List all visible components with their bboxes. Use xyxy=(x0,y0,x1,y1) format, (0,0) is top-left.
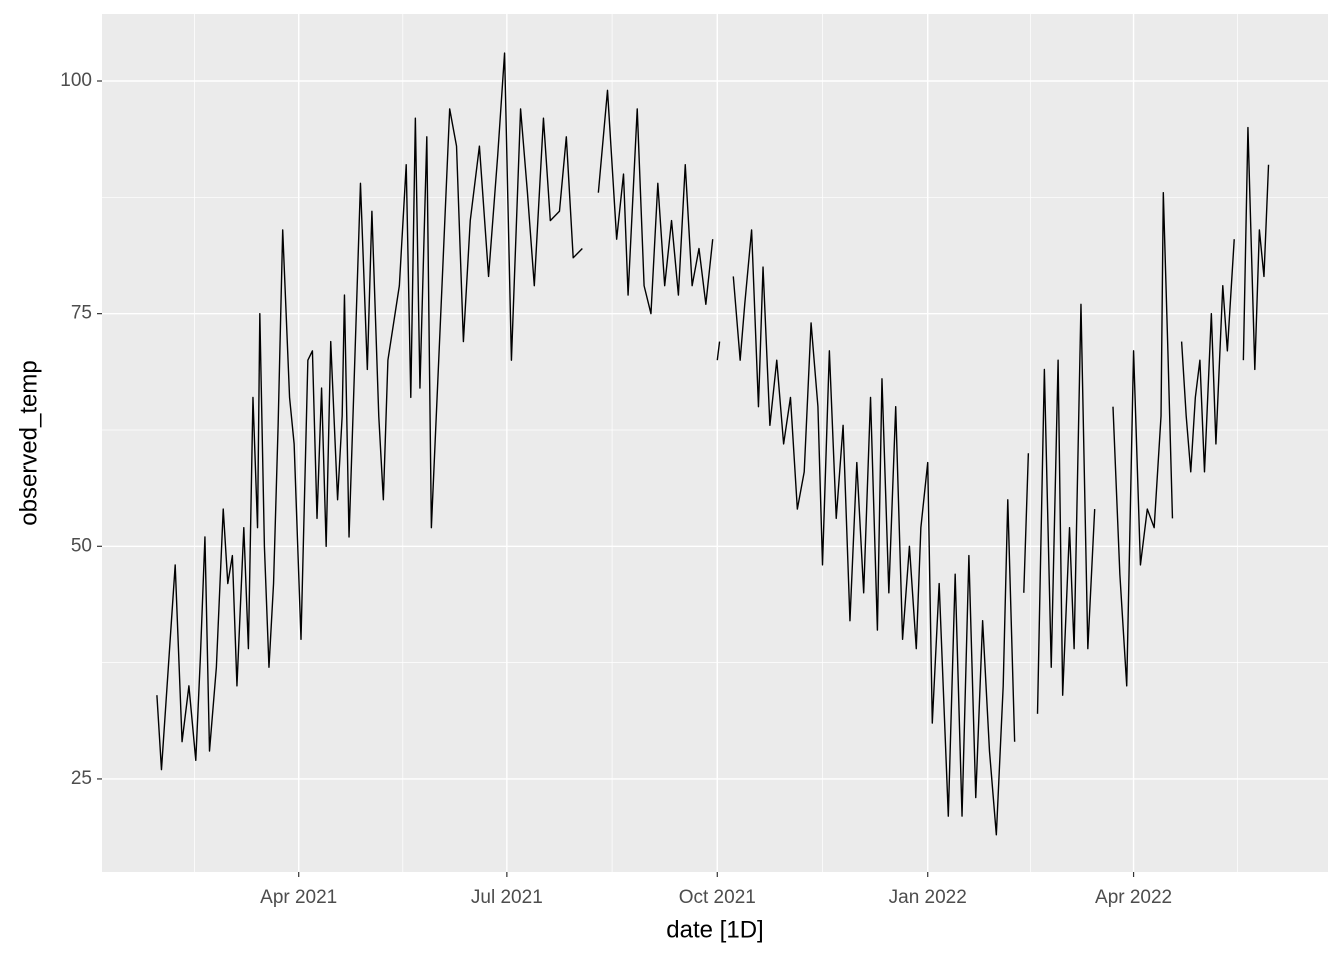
y-tick-label: 75 xyxy=(71,303,92,324)
y-tick-label: 100 xyxy=(60,70,92,91)
x-axis-title: date [1D] xyxy=(666,916,763,943)
x-tick-label: Apr 2022 xyxy=(1095,887,1172,908)
panel xyxy=(102,14,1328,872)
y-tick-label: 50 xyxy=(71,535,92,556)
y-axis-title: observed_temp xyxy=(15,360,42,525)
x-tick-label: Apr 2021 xyxy=(260,887,337,908)
data-line xyxy=(156,52,1270,836)
x-tick-label: Oct 2021 xyxy=(679,887,756,908)
x-tick-label: Jan 2022 xyxy=(889,887,967,908)
x-tick-label: Jul 2021 xyxy=(471,887,543,908)
y-tick-label: 25 xyxy=(71,768,92,789)
